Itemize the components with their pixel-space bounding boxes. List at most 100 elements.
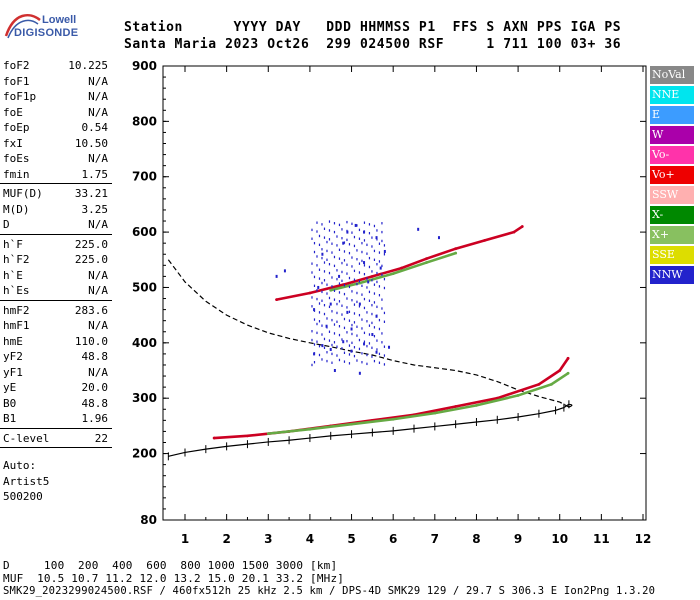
echo-point-x [566, 371, 570, 375]
echo-point-nnw [326, 240, 328, 244]
y-tick-label: 500 [132, 280, 157, 294]
param-value: N/A [88, 74, 108, 88]
echo-point-nnw [328, 229, 331, 232]
echo-point-vo [558, 369, 562, 372]
echo-point-nnw [346, 310, 349, 314]
echo-point-nnw [331, 361, 333, 364]
echo-point-nnw [381, 264, 383, 268]
echo-point-nnw [311, 228, 313, 232]
x-tick-label: 12 [635, 532, 652, 546]
echo-point-nnw [311, 237, 313, 240]
param-value: 22 [94, 431, 108, 445]
legend-item-nne: NNE [650, 86, 694, 104]
param-row-ye: yE 20.0 [0, 380, 112, 396]
plot-frame [162, 65, 647, 521]
param-row-md: M(D) 3.25 [0, 202, 112, 218]
echo-point-nnw [378, 318, 381, 322]
x-tick-label: 2 [222, 532, 230, 546]
echo-point-nnw [375, 350, 378, 354]
echo-point-nnw [333, 222, 336, 225]
x-tick-label: 1 [181, 532, 189, 546]
echo-point-x [425, 261, 428, 264]
echo-point-nnw [353, 269, 356, 273]
echo-point-nnw [376, 314, 378, 317]
echo-point-nnw [358, 237, 361, 240]
echo-point-x [308, 427, 312, 431]
echo-point-nnw [313, 318, 316, 321]
echo-point-nnw [383, 363, 386, 366]
echo-point-nnw [368, 232, 371, 235]
echo-point-nnw [356, 300, 358, 304]
echo-point-nnw [343, 351, 346, 354]
echo-point-nnw [361, 352, 363, 355]
echo-point-nnw [311, 338, 313, 342]
header-field-names: Station YYYY DAY DDD HHMMSS P1 FFS S AXN… [124, 20, 622, 35]
echo-point-x [329, 288, 333, 292]
echo-point-nnw [366, 243, 368, 247]
echo-point-nnw [368, 290, 371, 294]
echo-point-vo [512, 230, 516, 234]
echo-point-nnw [326, 317, 328, 320]
echo-point-nnw [326, 351, 328, 354]
echo-point-nnw [358, 347, 361, 351]
echo-trace-vo [212, 357, 570, 440]
param-divider [0, 299, 112, 301]
legend-item-sse: SSE [650, 246, 694, 264]
echo-point-nnw [348, 276, 351, 280]
echo-point-nnw [321, 256, 323, 260]
echo-point-nnw [361, 284, 363, 288]
param-row-fof1p: foF1p N/A [0, 89, 112, 105]
echo-point-nnw [366, 277, 368, 280]
echo-point-x [391, 417, 395, 421]
echo-point-nnw [283, 269, 286, 273]
param-value: 3.25 [81, 202, 109, 216]
echo-point-x [391, 272, 395, 276]
echo-point-nnw [363, 331, 366, 335]
echo-point-nnw [373, 258, 376, 261]
echo-point-nnw [356, 334, 358, 337]
param-key: hmF2 [3, 303, 30, 317]
y-tick-label: 80 [140, 513, 157, 527]
logo-swoosh-icon [4, 13, 41, 39]
echo-point-nnw [333, 341, 336, 344]
echo-point-nnw [366, 311, 368, 314]
echo-point-vo [212, 436, 216, 440]
echo-point-nnw [341, 279, 343, 283]
echo-point-nnw [333, 289, 336, 292]
param-row-b0: B0 48.8 [0, 396, 112, 412]
echo-point-nnw [368, 342, 371, 345]
echo-point-nnw [318, 277, 321, 280]
echo-point-nnw [328, 339, 331, 342]
param-value: N/A [88, 365, 108, 379]
x-tick-label: 6 [389, 532, 397, 546]
echo-point-nnw [378, 361, 381, 364]
echo-point-nnw [378, 352, 381, 356]
echo-point-nnw [361, 318, 363, 321]
param-key: h`F [3, 237, 23, 251]
true-height-profile-curve [168, 403, 570, 457]
echo-point-nnw [323, 279, 326, 282]
echo-point-nnw [321, 299, 323, 302]
echo-point-nnw [331, 276, 333, 279]
echo-point-nnw [376, 271, 378, 275]
echo-point-nnw [348, 344, 351, 347]
footer-distance-row: D 100 200 400 600 800 1000 1500 3000 [km… [3, 559, 338, 572]
echo-point-nnw [331, 318, 333, 322]
legend-item-ssw: SSW [650, 186, 694, 204]
echo-point-nnw [381, 332, 383, 335]
echo-point-vo [566, 356, 570, 360]
param-key: hmE [3, 334, 23, 348]
echo-point-nnw [375, 236, 378, 240]
param-key: yE [3, 381, 17, 394]
echo-point-nnw [341, 236, 343, 240]
echo-point-nnw [321, 333, 323, 336]
param-row-fmin: fmin 1.75 [0, 167, 112, 183]
legend-item-x: X+ [650, 226, 694, 244]
echo-point-nnw [313, 352, 316, 355]
logo-text-top: Lowell [42, 14, 77, 26]
echo-point-nnw [376, 238, 378, 241]
param-row-hf: h`F 225.0 [0, 237, 112, 253]
echo-point-nnw [316, 255, 318, 258]
echo-point-nnw [373, 301, 376, 304]
echo-point-nnw [321, 248, 323, 251]
